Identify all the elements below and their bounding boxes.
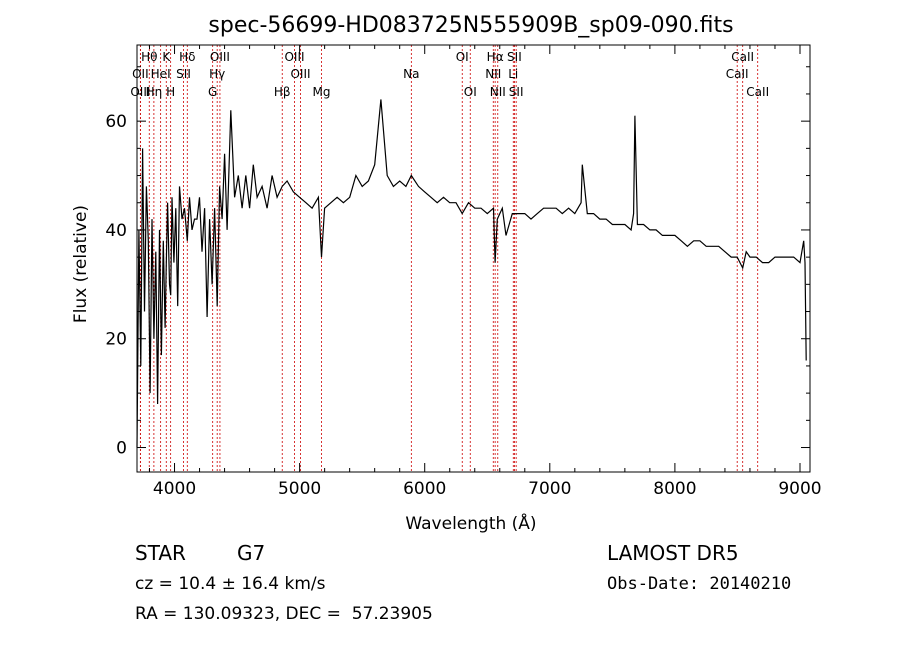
spectral-line-label: SII: [509, 85, 524, 99]
spectral-line-label: Hα: [487, 50, 504, 64]
y-tick-label: 40: [105, 221, 127, 241]
spectral-line-label: OI: [456, 50, 469, 64]
spectral-line-label: Mg: [313, 85, 331, 99]
chart-title: spec-56699-HD083725N555909B_sp09-090.fit…: [208, 13, 733, 38]
spectral-line-label: G: [208, 85, 217, 99]
y-tick-label: 20: [105, 330, 127, 350]
spectral-line-label: OIII: [130, 85, 150, 99]
spectral-line-markers: [139, 45, 759, 472]
x-tick-label: 8000: [653, 479, 696, 499]
spectral-line-label: Hη: [146, 85, 163, 99]
spectral-line-label: Na: [403, 67, 419, 81]
spectral-line-labels: Hθ OII OIII K HeI Hη H Hδ SII OIII Hγ G OIII OIII Hβ Mg…: [130, 50, 769, 99]
spectral-line-label: OIII: [210, 50, 230, 64]
spectral-line-label: OII: [132, 67, 149, 81]
x-tick-label: 5000: [278, 479, 321, 499]
spectral-line-label: OIII: [284, 50, 304, 64]
spectral-line-label: Li: [508, 67, 518, 81]
y-axis-label: Flux (relative): [71, 205, 91, 323]
x-tick-label: 9000: [778, 479, 821, 499]
spectral-line-label: CaII: [726, 67, 749, 81]
x-axis-ticks: 4000 5000 6000 7000 8000 9000: [149, 45, 822, 499]
x-tick-label: 4000: [153, 479, 196, 499]
y-axis-ticks: 0 20 40 60: [105, 66, 810, 459]
spectral-line-label: CaII: [731, 50, 754, 64]
spectral-line-label: SII: [176, 67, 191, 81]
spectral-line-label: K: [162, 50, 171, 64]
spectral-line-label: SII: [507, 50, 522, 64]
spectral-line-label: NII: [485, 67, 501, 81]
x-tick-label: 6000: [403, 479, 446, 499]
spectral-line-label: OIII: [290, 67, 310, 81]
spectral-line-label: HeI: [151, 67, 171, 81]
x-tick-label: 7000: [528, 479, 571, 499]
plot-frame: [136, 44, 811, 473]
spectral-line-label: Hδ: [179, 50, 195, 64]
y-tick-label: 0: [116, 439, 127, 459]
y-tick-label: 60: [105, 112, 127, 132]
survey-label: LAMOST DR5: [607, 541, 739, 565]
coordinates-text: RA = 130.09323, DEC = 57.23905: [135, 604, 433, 624]
spectral-line-label: NII: [490, 85, 506, 99]
observation-date-text: Obs-Date: 20140210: [607, 574, 792, 594]
redshift-text: cz = 10.4 ± 16.4 km/s: [135, 574, 326, 594]
spectral-class-label: G7: [237, 541, 266, 565]
spectral-line-label: H: [166, 85, 175, 99]
spectral-line-label: Hγ: [209, 67, 225, 81]
x-axis-label: Wavelength (Å): [405, 512, 536, 534]
spectrum-series-line: [136, 99, 807, 448]
spectral-line-label: Hβ: [274, 85, 291, 99]
spectral-line-label: Hθ: [141, 50, 157, 64]
object-type-label: STAR: [135, 541, 186, 565]
spectral-line-label: OI: [464, 85, 477, 99]
spectral-line-label: CaII: [746, 85, 769, 99]
